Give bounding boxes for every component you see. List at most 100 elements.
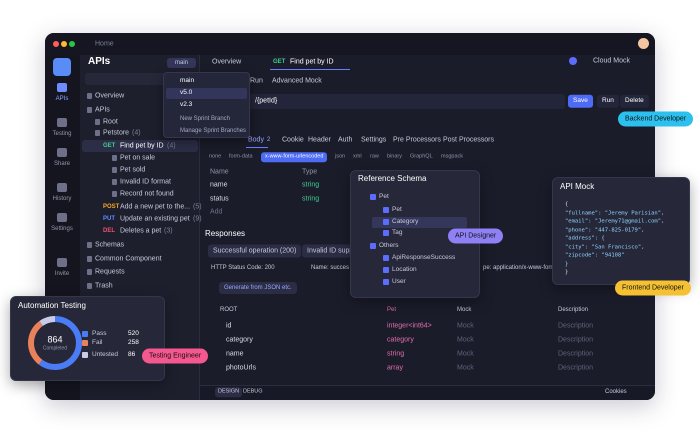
body-type[interactable]: form-data xyxy=(229,153,253,160)
schema-description: Description xyxy=(558,350,594,358)
window-dot xyxy=(53,41,59,47)
schema-header: Description xyxy=(558,307,589,313)
tree-item[interactable]: Update an existing pet xyxy=(120,215,190,223)
tree-count: (4) xyxy=(132,129,141,137)
schema-description: Description xyxy=(558,322,594,330)
tree-item[interactable]: Pet on sale xyxy=(120,154,156,162)
sidebar-label[interactable]: APIs xyxy=(55,96,69,102)
app-logo xyxy=(53,58,71,76)
selected-tree-row xyxy=(82,140,198,152)
schema-item[interactable]: Location xyxy=(392,265,417,273)
body-type[interactable]: x-www-form-urlencoded xyxy=(261,152,328,162)
tree-item[interactable]: Schemas xyxy=(95,241,125,249)
params-add[interactable]: Add xyxy=(210,208,223,216)
sidebar-label[interactable]: Share xyxy=(53,161,71,167)
legend-name: Fail xyxy=(92,338,103,346)
schema-item[interactable]: Pet xyxy=(392,205,402,213)
body-type[interactable]: raw xyxy=(370,153,379,160)
request-tab[interactable]: Pre Processors xyxy=(393,136,441,144)
tab[interactable]: Overview xyxy=(212,58,242,66)
tree-item[interactable]: Pet sold xyxy=(120,166,146,174)
subtab[interactable]: Advanced Mock xyxy=(272,77,322,85)
env-selector[interactable]: Cloud Mock xyxy=(593,57,630,65)
tree-item[interactable]: Trash xyxy=(95,282,113,290)
footer-mode[interactable]: DESIGN xyxy=(215,387,243,397)
code-line: "address": { xyxy=(565,235,605,242)
branch-action[interactable]: Manage Sprint Branches xyxy=(180,128,247,134)
tree-item[interactable]: Deletes a pet xyxy=(120,227,162,235)
request-tab[interactable]: Cookie xyxy=(282,136,304,144)
method-badge: GET xyxy=(103,143,116,149)
tree-item[interactable]: Invalid ID format xyxy=(120,178,171,186)
donut-segment xyxy=(28,316,82,370)
sidebar-label[interactable]: Testing xyxy=(52,131,72,137)
tree-icon xyxy=(112,167,117,173)
schema-item[interactable]: Pet xyxy=(379,192,389,200)
footer-mode[interactable]: DEBUG xyxy=(243,388,263,395)
schema-mock: Mock xyxy=(457,364,474,372)
schema-description: Description xyxy=(558,364,594,372)
tree-icon xyxy=(87,269,92,275)
status-code: HTTP Status Code: 200 xyxy=(211,265,275,271)
tab[interactable]: Find pet by ID xyxy=(290,58,334,66)
body-type[interactable]: binary xyxy=(387,153,402,160)
schema-mock: Mock xyxy=(457,322,474,330)
sidebar-label[interactable]: History xyxy=(52,196,72,202)
tree-item[interactable]: Record not found xyxy=(120,190,174,198)
branch-option[interactable]: v5.0 xyxy=(180,88,193,96)
tree-item[interactable]: APIs xyxy=(95,106,110,114)
schema-item[interactable]: Others xyxy=(379,241,399,249)
sidebar-label[interactable]: Invite xyxy=(54,271,70,277)
generate-button[interactable]: Generate from JSON etc. xyxy=(219,282,297,294)
tree-item[interactable]: Petstore xyxy=(103,129,130,137)
schema-item[interactable]: Category xyxy=(392,217,419,225)
schema-type: array xyxy=(387,364,403,372)
automation-card xyxy=(10,296,165,381)
schema-item[interactable]: Tag xyxy=(392,228,403,236)
responses-title: Responses xyxy=(205,229,246,238)
request-button[interactable]: Save xyxy=(568,94,593,108)
branch-pill[interactable]: main xyxy=(167,58,197,68)
tree-icon xyxy=(112,155,117,161)
request-tab[interactable]: Body xyxy=(248,136,264,144)
response-tab[interactable]: Successful operation (200) xyxy=(208,244,302,258)
request-tab[interactable]: Settings xyxy=(361,136,387,144)
tree-icon xyxy=(95,130,100,136)
subtab[interactable]: Run xyxy=(250,77,263,85)
schema-field: category xyxy=(226,336,253,344)
tree-icon xyxy=(87,93,92,99)
tree-item[interactable]: Add a new pet to the... xyxy=(120,203,191,211)
params-cell: string xyxy=(302,181,320,189)
request-button[interactable]: Delete xyxy=(620,94,649,108)
body-type[interactable]: json xyxy=(335,153,346,160)
request-button[interactable]: Run xyxy=(597,94,619,108)
legend-swatch xyxy=(82,352,88,358)
window-dot xyxy=(69,41,75,47)
body-type[interactable]: msgpack xyxy=(441,153,464,160)
schema-item[interactable]: ApiResponseSuccess xyxy=(392,253,456,261)
sidebar-icon xyxy=(57,148,67,157)
body-type[interactable]: xml xyxy=(353,153,362,160)
request-tab[interactable]: Auth xyxy=(338,136,353,144)
body-type[interactable]: none xyxy=(209,153,222,160)
sidebar-label[interactable]: Settings xyxy=(51,226,73,232)
tree-item[interactable]: Find pet by ID xyxy=(120,142,164,150)
request-tab[interactable]: Post Processors xyxy=(443,136,494,144)
schema-header: ROOT xyxy=(220,307,238,313)
schema-item[interactable]: User xyxy=(392,277,406,285)
branch-option[interactable]: main xyxy=(180,76,195,84)
tree-item[interactable]: Root xyxy=(103,118,118,126)
request-tab[interactable]: Header xyxy=(308,136,331,144)
card-title: Reference Schema xyxy=(358,174,427,183)
branch-option[interactable]: v2.3 xyxy=(180,100,193,108)
tree-item[interactable]: Requests xyxy=(95,268,125,276)
schema-icon xyxy=(383,255,389,261)
response-name: Name: succes xyxy=(311,265,350,271)
body-type[interactable]: GraphQL xyxy=(410,153,433,160)
window-dot xyxy=(61,41,67,47)
tree-item[interactable]: Overview xyxy=(95,92,125,100)
tree-item[interactable]: Common Component xyxy=(95,255,162,263)
sidebar-icon xyxy=(57,183,67,192)
footer-cookies[interactable]: Cookies xyxy=(605,389,627,395)
branch-action[interactable]: New Sprint Branch xyxy=(180,116,231,122)
